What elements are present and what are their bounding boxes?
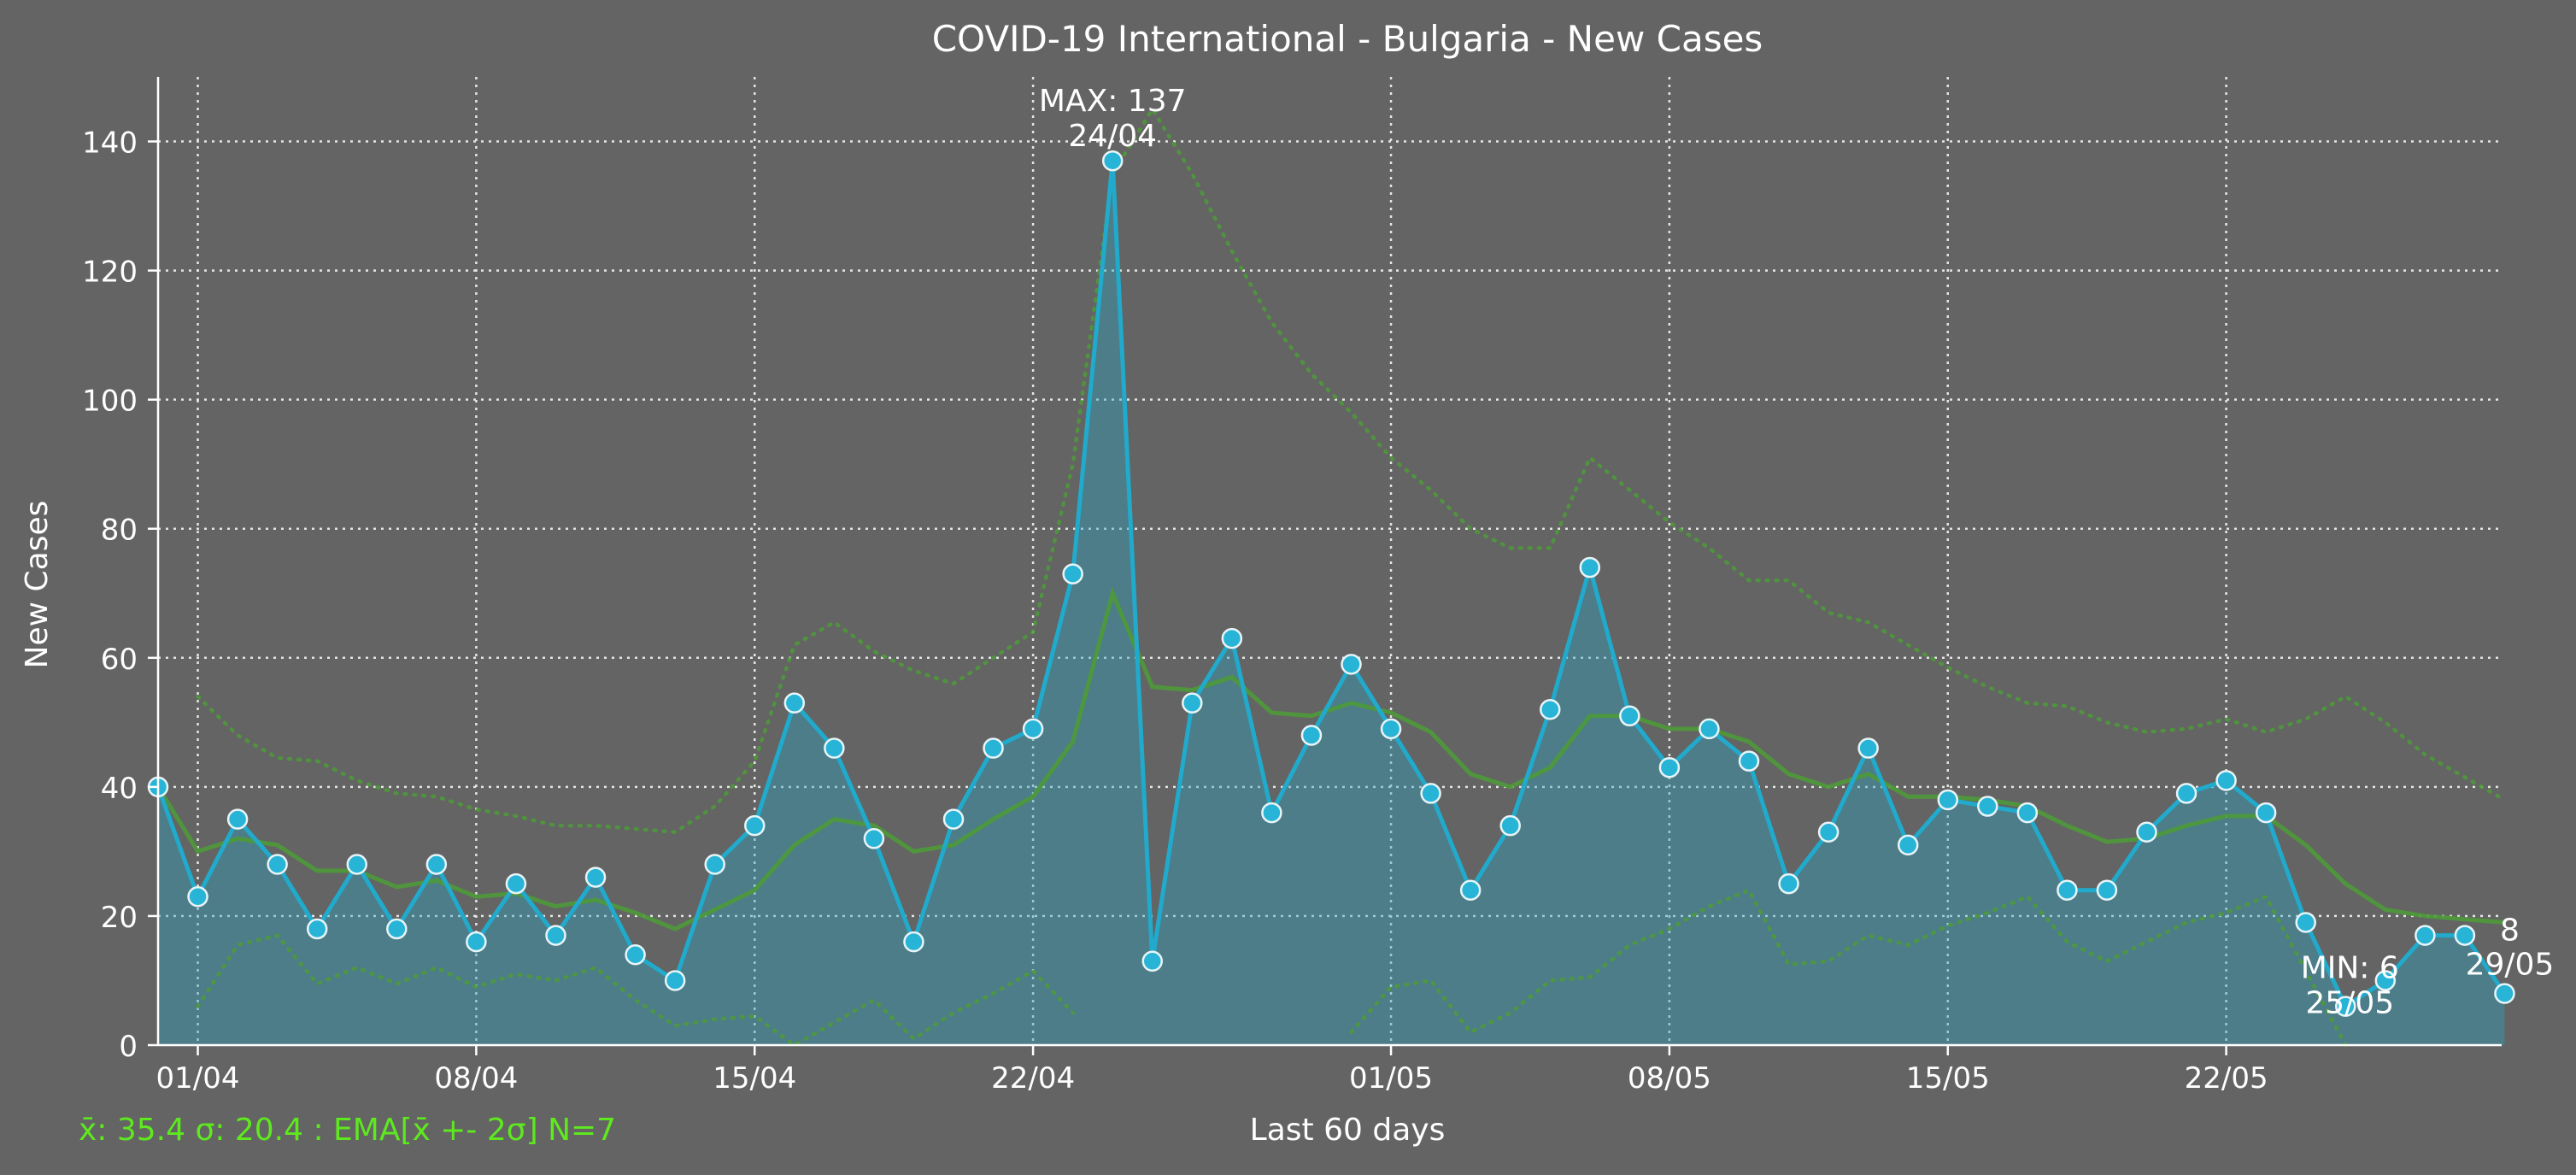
data-point [744,814,766,837]
data-point [1977,796,1998,817]
data-point [306,918,328,940]
data-point [1341,654,1362,675]
data-point [1062,563,1083,585]
data-point [1420,783,1441,804]
data-point [783,692,806,714]
x-tick-label: 01/04 [156,1061,240,1096]
data-point [1459,879,1482,901]
data-point [2136,821,2157,843]
y-tick-label: 140 [82,126,138,161]
new-cases-area [158,161,2505,1045]
data-point [2175,783,2198,804]
data-point [1897,834,1919,856]
y-tick-label: 40 [101,772,138,806]
y-tick-label: 80 [101,514,138,548]
data-points [147,150,2515,1017]
data-point [625,944,646,966]
data-point [187,886,208,908]
annotation-max-date: 24/04 [1068,119,1157,154]
y-tick-label: 60 [101,643,138,677]
x-tick-label: 22/04 [991,1061,1075,1096]
data-point [2255,802,2277,824]
data-point [704,854,725,875]
ema-upper-band [196,105,2507,835]
data-point [1182,692,1203,714]
x-tick-label: 15/05 [1906,1061,1990,1096]
ema-line [155,586,2505,931]
data-point [1380,718,1402,740]
data-point [1619,705,1640,727]
data-point [1738,750,1760,772]
data-point [226,808,249,830]
data-point [2374,970,2397,991]
data-point [425,854,448,875]
data-point [2335,996,2356,1017]
data-point [1022,718,1044,740]
data-point [1658,756,1681,778]
series-lines [155,158,2507,1009]
annotation-min-label: MIN: 6 [2301,951,2399,986]
data-point [2415,925,2436,946]
ema-band [196,105,2507,1048]
data-point [267,854,288,875]
data-point [1817,821,1840,843]
data-point [2454,925,2476,946]
x-tick-label: 15/04 [713,1061,796,1096]
data-point [903,931,924,953]
data-point [386,918,408,940]
data-point [505,872,527,895]
data-point [545,925,566,946]
annotation-max-label: MAX: 137 [1039,84,1187,119]
new-cases-line [155,158,2507,1009]
data-point [1141,950,1163,972]
annotation-last-date: 29/05 [2466,948,2555,983]
data-point [2057,879,2078,901]
data-point [1101,150,1124,172]
data-point [1261,802,1282,824]
data-point [2016,802,2039,824]
y-tick-label: 0 [119,1030,138,1064]
area-fill [158,161,2505,1045]
data-point [863,828,885,849]
data-point [1540,698,1561,720]
x-tick-label: 01/05 [1349,1061,1433,1096]
data-point [2295,912,2316,933]
data-point [1579,556,1601,579]
data-point [2494,983,2515,1004]
annotation-last-label: 8 [2500,914,2520,949]
chart-title: COVID-19 International - Bulgaria - New … [932,18,1763,60]
stats-summary: x̄: 35.4 σ: 20.4 : EMA[x̄ +- 2σ] N=7 [79,1113,616,1148]
data-point [1699,718,1720,740]
data-point [1221,627,1243,649]
y-tick-label: 100 [82,385,138,419]
y-tick-label: 120 [82,256,138,290]
data-point [1778,872,1799,895]
ema-lower-band [1349,887,2348,1048]
data-point [2215,770,2237,791]
data-point [466,931,487,953]
data-point [983,737,1004,759]
data-point [2096,879,2118,901]
data-point [824,737,845,759]
x-tick-label: 08/04 [434,1061,518,1096]
data-point [584,867,607,888]
x-tick-label: 08/05 [1628,1061,1711,1096]
data-point [1300,725,1323,746]
axes: 0 20 40 60 80 100 120 140 01/04 08/04 15/04 22/04 01… [82,77,2502,1096]
y-tick-label: 20 [101,901,138,935]
data-point [664,970,686,991]
x-tick-label: 22/05 [2185,1061,2268,1096]
data-point [1499,814,1521,837]
ema-lower-band [196,933,1075,1048]
data-point [1857,737,1879,759]
data-point [346,854,367,875]
x-axis-label: Last 60 days [1250,1113,1446,1148]
y-axis-label: New Cases [20,501,55,669]
data-point [942,808,965,830]
annotation-min-date: 25/05 [2305,986,2394,1021]
data-point [1937,789,1958,811]
